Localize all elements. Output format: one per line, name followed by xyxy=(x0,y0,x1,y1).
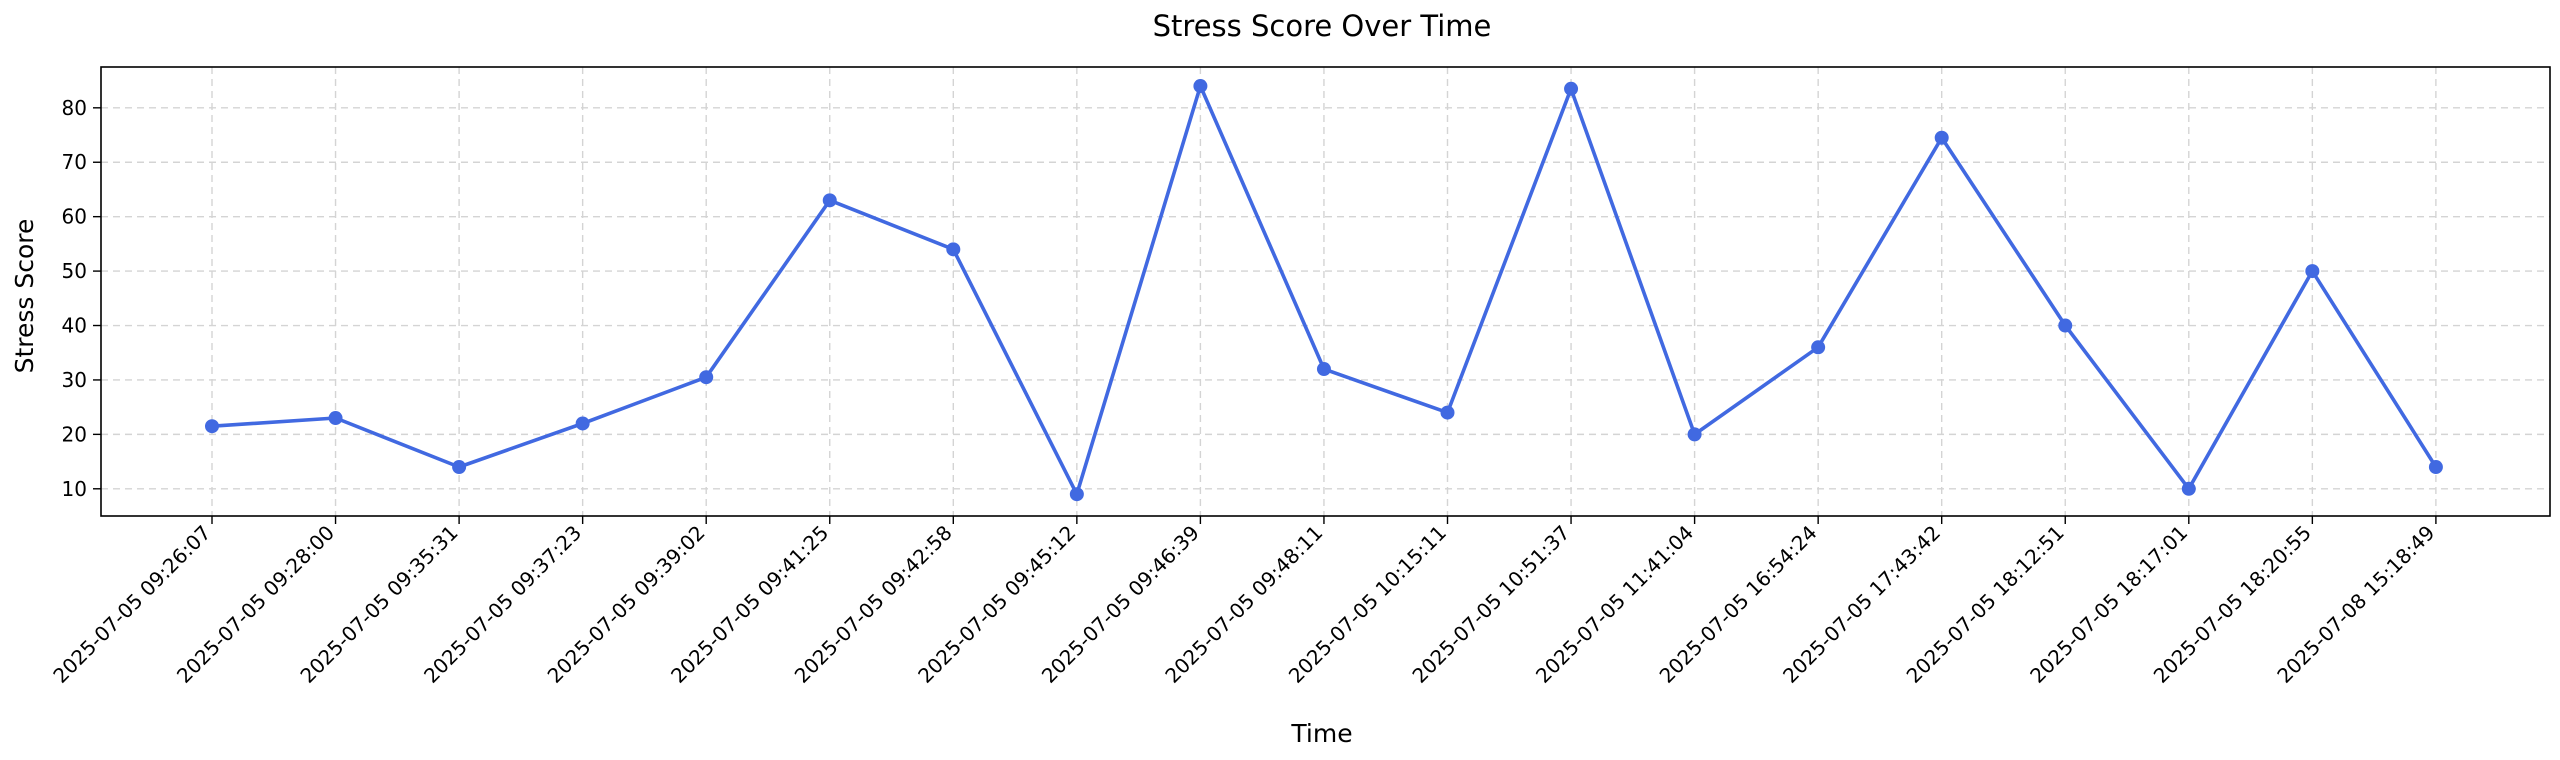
x-axis-label: Time xyxy=(1290,719,1352,748)
chart-title: Stress Score Over Time xyxy=(1153,9,1492,43)
y-tick-label: 20 xyxy=(62,422,87,446)
data-point[interactable] xyxy=(1564,81,1579,96)
data-point[interactable] xyxy=(2428,460,2443,475)
y-tick-label: 30 xyxy=(62,368,87,392)
data-point[interactable] xyxy=(328,411,343,426)
data-point[interactable] xyxy=(822,193,837,208)
data-point[interactable] xyxy=(2305,264,2320,279)
y-axis-label: Stress Score xyxy=(10,219,39,374)
data-point[interactable] xyxy=(1811,340,1826,355)
data-point[interactable] xyxy=(1440,405,1455,420)
y-tick-label: 50 xyxy=(62,259,87,283)
series-layer xyxy=(205,79,2443,502)
data-point[interactable] xyxy=(1316,362,1331,377)
data-point[interactable] xyxy=(1069,487,1084,502)
data-point[interactable] xyxy=(205,419,219,434)
data-point[interactable] xyxy=(946,242,961,257)
data-point[interactable] xyxy=(2181,481,2196,496)
data-point[interactable] xyxy=(2058,318,2073,333)
data-point[interactable] xyxy=(1934,130,1949,145)
plot-frame xyxy=(100,66,2551,517)
data-point[interactable] xyxy=(1687,427,1702,442)
data-point[interactable] xyxy=(699,370,714,385)
y-tick-label: 60 xyxy=(62,205,87,229)
grid-lines xyxy=(101,67,2550,516)
data-point[interactable] xyxy=(575,416,590,431)
data-point[interactable] xyxy=(452,460,467,475)
y-tick-label: 40 xyxy=(62,314,87,338)
y-tick-label: 10 xyxy=(62,477,87,501)
y-tick-label: 70 xyxy=(62,150,87,174)
data-point[interactable] xyxy=(1193,79,1208,94)
y-tick-label: 80 xyxy=(62,96,87,120)
